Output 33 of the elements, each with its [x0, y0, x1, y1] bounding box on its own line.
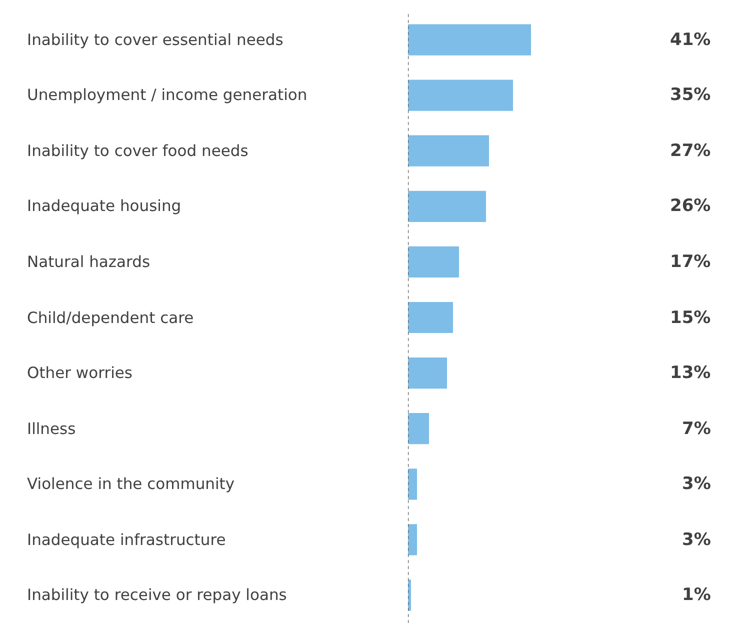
- data-label: 26%: [670, 196, 711, 216]
- y-tick-label: Child/dependent care: [27, 309, 194, 327]
- bar: [408, 524, 417, 556]
- y-tick-label: Other worries: [27, 364, 132, 382]
- data-label: 41%: [670, 30, 711, 50]
- bar: [408, 413, 429, 444]
- y-tick-label: Inadequate infrastructure: [27, 531, 226, 549]
- bar: [408, 135, 489, 166]
- bar: [408, 580, 411, 611]
- bar: [408, 190, 486, 222]
- y-tick-label: Inability to cover food needs: [27, 142, 248, 160]
- data-label: 3%: [682, 530, 711, 550]
- data-label: 15%: [670, 308, 711, 328]
- y-tick-label: Illness: [27, 420, 76, 438]
- y-tick-label: Inadequate housing: [27, 197, 182, 215]
- bar: [408, 246, 459, 278]
- data-label: 7%: [682, 419, 711, 439]
- bar: [408, 24, 531, 56]
- y-tick-label: Violence in the community: [27, 475, 235, 493]
- bar: [408, 357, 447, 389]
- y-tick-label: Inability to receive or repay loans: [27, 586, 287, 604]
- bar: [408, 302, 453, 334]
- data-label: 27%: [670, 141, 711, 161]
- bar: [408, 80, 513, 111]
- data-label: 35%: [670, 85, 711, 105]
- data-label: 13%: [670, 363, 711, 383]
- data-label: 3%: [682, 474, 711, 494]
- y-tick-label: Inability to cover essential needs: [27, 31, 284, 49]
- y-tick-label: Natural hazards: [27, 253, 150, 271]
- data-label: 17%: [670, 252, 711, 272]
- bar: [408, 468, 417, 500]
- data-label: 1%: [682, 585, 711, 605]
- y-tick-label: Unemployment / income generation: [27, 86, 308, 104]
